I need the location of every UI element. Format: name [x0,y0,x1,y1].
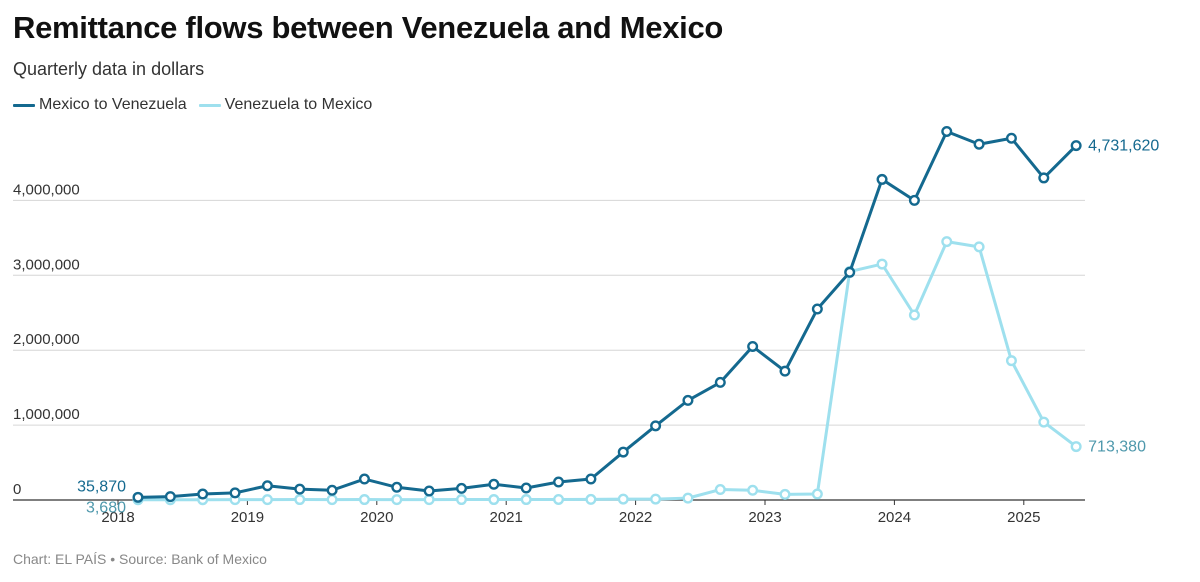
data-point-mexico-to-venezuela [1005,132,1017,144]
legend-swatch-dark [13,103,35,107]
data-point-mexico-to-venezuela [132,491,144,503]
legend-item-mexico-to-venezuela: Mexico to Venezuela [13,96,187,114]
series-line-venezuela-to-mexico [136,240,1078,502]
chart-subtitle: Quarterly data in dollars [13,59,205,79]
legend-swatch-light [198,103,221,107]
x-tick-label: 2024 [878,509,911,526]
data-point-venezuela-to-mexico [650,493,662,505]
data-point-mexico-to-venezuela [520,482,532,494]
data-point-mexico-to-venezuela [326,484,338,496]
chart-footer: Chart: EL PAÍS • Source: Bank of Mexico [13,551,267,567]
data-point-mexico-to-venezuela [1070,140,1082,152]
end-label-mexico-to-venezuela: 4,731,620 [1088,138,1159,155]
data-point-mexico-to-venezuela [844,266,856,278]
data-point-mexico-to-venezuela [747,340,759,352]
y-tick-label: 2,000,000 [13,331,80,348]
data-point-venezuela-to-mexico [876,258,888,270]
x-tick-label: 2019 [231,509,264,526]
data-point-mexico-to-venezuela [456,482,468,494]
data-point-mexico-to-venezuela [585,473,597,485]
data-point-venezuela-to-mexico [326,494,338,506]
data-point-venezuela-to-mexico [973,241,985,253]
x-tick-label: 2018 [101,509,134,526]
data-point-venezuela-to-mexico [682,492,694,504]
data-point-venezuela-to-mexico [779,488,791,500]
data-point-venezuela-to-mexico [908,309,920,321]
chart-legend: Mexico to Venezuela Venezuela to Mexico [13,96,384,114]
y-tick-label: 1,000,000 [13,406,80,423]
data-point-venezuela-to-mexico [617,493,629,505]
data-point-mexico-to-venezuela [682,394,694,406]
data-point-mexico-to-venezuela [650,420,662,432]
data-point-mexico-to-venezuela [811,303,823,315]
x-tick-label: 2021 [490,509,523,526]
data-point-mexico-to-venezuela [1038,172,1050,184]
data-point-venezuela-to-mexico [1038,416,1050,428]
legend-item-venezuela-to-mexico: Venezuela to Mexico [198,96,373,114]
legend-label-venezuela-to-mexico: Venezuela to Mexico [224,96,373,113]
end-label-venezuela-to-mexico: 713,380 [1088,439,1146,456]
data-point-mexico-to-venezuela [164,491,176,503]
data-point-mexico-to-venezuela [197,488,209,500]
data-point-venezuela-to-mexico [714,484,726,496]
data-point-mexico-to-venezuela [908,194,920,206]
data-point-mexico-to-venezuela [261,480,273,492]
data-point-mexico-to-venezuela [714,376,726,388]
data-point-mexico-to-venezuela [358,473,370,485]
data-point-mexico-to-venezuela [294,483,306,495]
data-point-mexico-to-venezuela [941,125,953,137]
data-point-venezuela-to-mexico [553,493,565,505]
x-tick-label: 2020 [360,509,393,526]
data-point-venezuela-to-mexico [520,494,532,506]
x-tick-label: 2022 [619,509,652,526]
start-label-mexico-to-venezuela: 35,870 [77,478,126,495]
data-point-mexico-to-venezuela [779,365,791,377]
start-label-venezuela-to-mexico: 3,680 [86,500,126,517]
data-point-mexico-to-venezuela [553,476,565,488]
data-point-mexico-to-venezuela [973,138,985,150]
data-point-venezuela-to-mexico [456,494,468,506]
data-point-venezuela-to-mexico [261,494,273,506]
y-tick-label: 0 [13,481,21,498]
y-tick-label: 3,000,000 [13,256,80,273]
x-tick-label: 2025 [1007,509,1040,526]
legend-label-mexico-to-venezuela: Mexico to Venezuela [39,96,187,113]
data-point-venezuela-to-mexico [747,484,759,496]
data-point-venezuela-to-mexico [811,488,823,500]
data-point-mexico-to-venezuela [617,446,629,458]
data-point-mexico-to-venezuela [391,481,403,493]
data-point-venezuela-to-mexico [1070,441,1082,453]
data-point-venezuela-to-mexico [585,493,597,505]
data-point-venezuela-to-mexico [941,236,953,248]
data-point-venezuela-to-mexico [391,494,403,506]
data-point-venezuela-to-mexico [294,494,306,506]
series-line-mexico-to-venezuela [136,129,1078,499]
data-point-venezuela-to-mexico [488,494,500,506]
chart-title: Remittance flows between Venezuela and M… [13,10,724,45]
x-tick-label: 2023 [748,509,781,526]
data-point-venezuela-to-mexico [358,494,370,506]
data-point-mexico-to-venezuela [876,173,888,185]
data-point-mexico-to-venezuela [488,478,500,490]
data-point-mexico-to-venezuela [423,485,435,497]
data-point-venezuela-to-mexico [423,494,435,506]
y-tick-label: 4,000,000 [13,181,80,198]
data-point-mexico-to-venezuela [229,487,241,499]
data-point-venezuela-to-mexico [1005,355,1017,367]
